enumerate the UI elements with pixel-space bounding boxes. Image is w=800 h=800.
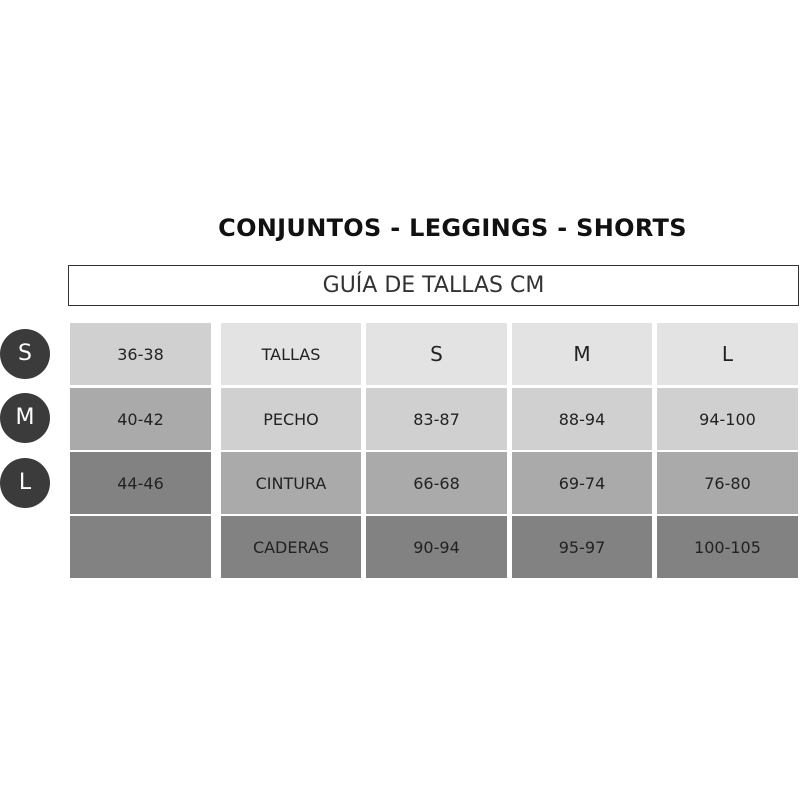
table-cell: 76-80 [657, 452, 798, 514]
table-cell: 88-94 [512, 388, 652, 450]
page-title: CONJUNTOS - LEGGINGS - SHORTS [218, 214, 687, 242]
eu-size-cell: 36-38 [70, 323, 211, 385]
size-badge-m: M [0, 393, 50, 443]
header-cell: L [657, 323, 798, 385]
header-cell: S [366, 323, 507, 385]
size-badge-l: L [0, 458, 50, 508]
table-cell: 94-100 [657, 388, 798, 450]
table-cell: 83-87 [366, 388, 507, 450]
size-badge-s: S [0, 329, 50, 379]
table-cell: 90-94 [366, 516, 507, 578]
size-guide-banner: GUÍA DE TALLAS CM [68, 265, 799, 306]
header-cell: M [512, 323, 652, 385]
measure-label: CADERAS [221, 516, 361, 578]
table-cell: 66-68 [366, 452, 507, 514]
header-cell: TALLAS [221, 323, 361, 385]
table-cell: 69-74 [512, 452, 652, 514]
eu-size-cell: 40-42 [70, 388, 211, 450]
eu-size-cell: 44-46 [70, 452, 211, 514]
table-cell: 100-105 [657, 516, 798, 578]
eu-size-cell [70, 516, 211, 578]
measure-label: PECHO [221, 388, 361, 450]
table-cell: 95-97 [512, 516, 652, 578]
measure-label: CINTURA [221, 452, 361, 514]
